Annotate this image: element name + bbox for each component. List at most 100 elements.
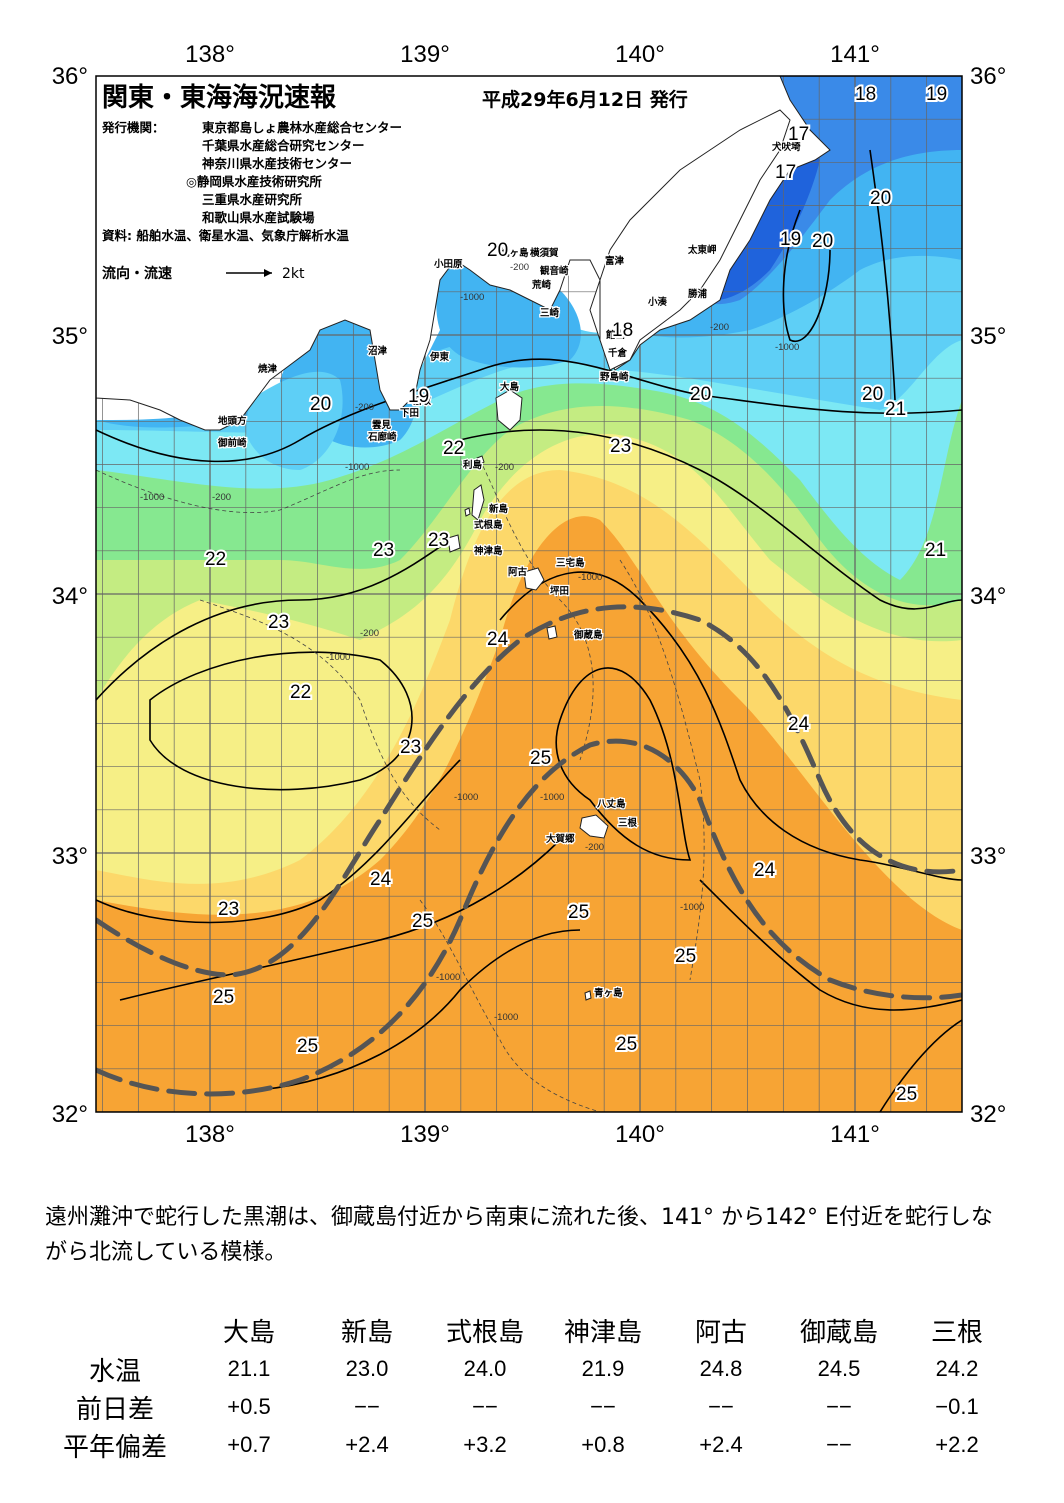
place-label: 三宅島 — [556, 557, 585, 569]
place-label: 小田原 — [433, 258, 463, 270]
place-label: 大島 — [500, 381, 520, 393]
isotherm-25-east — [699, 879, 962, 1011]
isotherm-label: 25 — [896, 1084, 917, 1105]
oshima-island — [495, 389, 523, 431]
depth-contour — [419, 899, 601, 1112]
isotherm-label: 25 — [530, 748, 551, 769]
table-column-header: 新島 — [340, 1317, 393, 1348]
depth-label: -1000 — [540, 792, 564, 803]
place-label: 青ヶ島 — [594, 987, 623, 999]
isotherm-label: 20 — [690, 384, 711, 405]
isotherm-label: 17 — [788, 124, 809, 145]
place-label: 地頭方 — [218, 415, 247, 427]
table-cell: 24.0 — [463, 1356, 507, 1381]
depth-contour — [96, 469, 401, 513]
isotherm-23-west — [96, 539, 451, 701]
lat-axis-left: 36° 35° 34° 33° 32° — [52, 63, 88, 1128]
isotherm-20-east — [869, 149, 896, 401]
org-item: 東京都島しょ農林水産総合センター — [202, 120, 402, 135]
table-cell: −− — [472, 1394, 498, 1419]
data-sources: 資料: 船舶水温、衛星水温、気象庁解析水温 — [102, 228, 349, 243]
table-column-header: 大島 — [222, 1317, 275, 1348]
table-cell: −− — [590, 1394, 616, 1419]
depth-labels: -1000 -200 -1000 -200 -1000 -1000 -1000 … — [140, 262, 799, 1023]
isotherm-label: 25 — [213, 987, 234, 1008]
table-cell: −− — [708, 1394, 734, 1419]
depth-label: -1000 — [775, 342, 799, 353]
depth-label: -1000 — [680, 902, 704, 913]
place-label: 新島 — [489, 503, 509, 515]
isotherm-label: 19 — [408, 386, 429, 407]
lat-tick-right: 32° — [970, 1101, 1006, 1128]
lat-tick-left: 36° — [52, 63, 88, 90]
table-cell: 23.0 — [345, 1356, 389, 1381]
isotherm-label: 22 — [443, 438, 464, 459]
table-cell: 21.1 — [227, 1356, 271, 1381]
isotherm-label: 23 — [268, 612, 289, 633]
place-label: 横須賀 — [530, 247, 559, 259]
lat-tick-left: 35° — [52, 323, 88, 350]
isotherm-label: 24 — [788, 714, 810, 735]
place-label: 坪田 — [550, 585, 569, 597]
table-cell: +3.2 — [463, 1432, 507, 1457]
honshu-coast — [95, 75, 831, 431]
table-header-row: 大島 新島 式根島 神津島 阿古 御蔵島 三根 — [40, 1310, 1016, 1350]
depth-label: -1000 — [454, 792, 478, 803]
place-label: 式根島 — [474, 519, 503, 531]
isotherm-22-loop — [149, 651, 413, 791]
kuroshio-inner — [96, 738, 962, 1097]
table-cell: −0.1 — [935, 1394, 979, 1419]
place-label: 伊東 — [429, 351, 450, 363]
depth-contour — [199, 599, 441, 831]
lon-tick-top: 140° — [615, 41, 665, 68]
kozushima-island — [447, 534, 461, 553]
place-label: 神津島 — [474, 545, 503, 557]
depth-label: -1000 — [140, 492, 164, 503]
isotherm-24-west — [96, 759, 461, 924]
lon-axis-bottom: 138° 139° 140° 141° — [185, 1121, 880, 1148]
isotherm-label: 23 — [218, 899, 239, 920]
island-temperature-table: 大島 新島 式根島 神津島 阿古 御蔵島 三根 水温 21.1 23.0 24.… — [40, 1310, 1016, 1464]
kuroshio-axis — [96, 604, 962, 1097]
place-label: 阿古 — [508, 566, 528, 578]
place-label: 犬吠埼 — [771, 141, 801, 153]
flow-scale-arrowhead — [264, 269, 272, 277]
isotherm-label: 19 — [780, 229, 801, 250]
table-column-header: 阿古 — [694, 1317, 747, 1348]
table-cell: +2.2 — [935, 1432, 979, 1457]
place-label: 太東岬 — [688, 244, 717, 256]
depth-label: -1000 — [578, 572, 602, 583]
table-row-label: 水温 — [88, 1356, 141, 1387]
map-title: 関東・東海海況速報 — [102, 83, 337, 113]
isotherm-label: 22 — [290, 682, 311, 703]
isotherm-23-north — [459, 429, 962, 610]
isotherm-label: 24 — [754, 860, 776, 881]
table-cell: 24.2 — [935, 1356, 979, 1381]
depth-label: -200 — [360, 628, 379, 639]
isotherm-25-center — [555, 667, 692, 861]
depth-label: -200 — [495, 462, 514, 473]
depth-contours — [96, 459, 705, 1112]
isotherm-label: 25 — [616, 1034, 637, 1055]
summary-text: 遠州灘沖で蛇行した黒潮は、御蔵島付近から南東に流れた後、141° から142° … — [45, 1205, 993, 1265]
isotherm-label: 23 — [400, 737, 421, 758]
lon-tick-top: 138° — [185, 41, 235, 68]
isotherm-25-se — [879, 1019, 962, 1112]
isotherm-label: 20 — [487, 240, 508, 261]
table-cell: 24.8 — [699, 1356, 743, 1381]
lon-tick-bottom: 138° — [185, 1121, 235, 1148]
table-cell: +0.5 — [227, 1394, 271, 1419]
depth-label: -200 — [585, 842, 604, 853]
org-label: 発行機関： — [101, 120, 165, 135]
table-cell: −− — [826, 1394, 852, 1419]
kuroshio-outer — [96, 604, 962, 978]
table-column-header: 式根島 — [445, 1317, 524, 1348]
table-row: 水温 21.1 23.0 24.0 21.9 24.8 24.5 24.2 — [40, 1350, 1016, 1388]
org-item: ◎静岡県水産技術研究所 — [186, 174, 322, 189]
depth-label: -1000 — [460, 292, 484, 303]
table-cell: −− — [826, 1432, 852, 1457]
place-label: 野島崎 — [600, 371, 629, 383]
map-header: 関東・東海海況速報 平成29年6月12日 発行 発行機関： 東京都島しょ農林水産… — [101, 83, 688, 282]
table-corner — [40, 1310, 190, 1350]
place-label: 利島 — [462, 459, 483, 471]
